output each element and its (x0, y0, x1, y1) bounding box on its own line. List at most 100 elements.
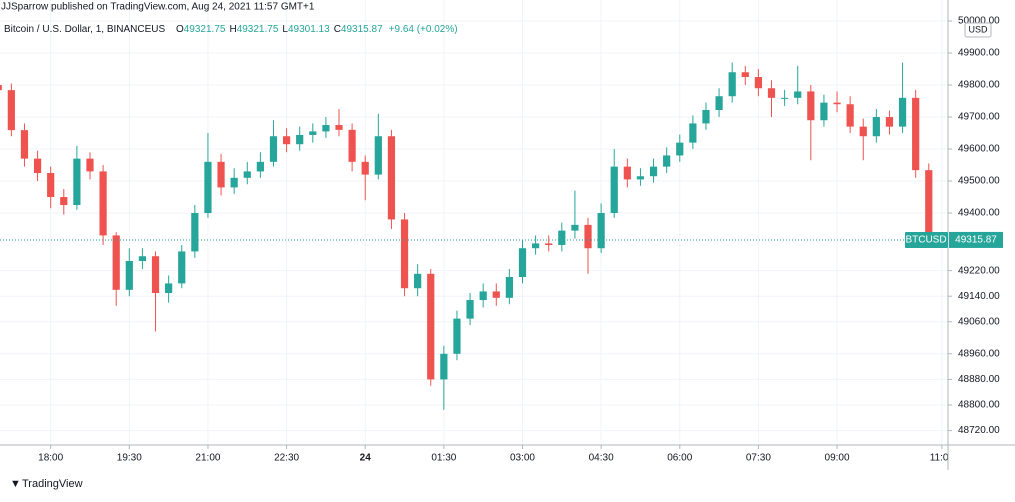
tv-logo: ▼ (10, 478, 21, 490)
candle-body (885, 117, 894, 127)
x-tick-label: 09:00 (825, 453, 850, 464)
candle-body (20, 130, 29, 159)
symbol-tag-text: BTCUSD (905, 235, 946, 246)
candle-body (663, 155, 671, 167)
candle-body (33, 158, 42, 174)
y-tick-label: 49400.00 (958, 208, 1000, 219)
candle-body (636, 176, 645, 180)
legend-change: +9.64 (+0.02%) (389, 24, 458, 35)
plot-area: 18:00 19:30 21:00 22:30 24 01:30 03:00 04:30 06:… (0, 0, 954, 464)
candle-body (7, 90, 15, 131)
candle-body (204, 161, 212, 214)
y-tick-label: 49500.00 (958, 176, 1000, 187)
legend-value: 49301.13 (288, 24, 330, 35)
legend-value: 49321.75 (237, 24, 279, 35)
candle-body (165, 283, 173, 294)
y-tick-label: 49140.00 (958, 291, 1000, 302)
candle-body (348, 129, 356, 162)
candle-body (60, 197, 68, 206)
candle-body (492, 291, 500, 298)
candle-body (99, 171, 107, 236)
y-tick-label: 48960.00 (958, 348, 1000, 359)
candle-body (846, 104, 854, 127)
candle-body (584, 224, 592, 249)
candle-body (387, 136, 396, 220)
symbol-tag (905, 231, 948, 248)
candle-body (518, 248, 527, 278)
y-tick-label: 49700.00 (958, 112, 1000, 123)
legend-key: L (282, 24, 288, 35)
candle-body (86, 158, 94, 172)
candle-body (676, 142, 684, 156)
candle-body (479, 291, 487, 301)
currency-label: USD (968, 24, 988, 34)
currency-badge (964, 22, 992, 38)
candle-body (269, 136, 278, 162)
candle-body (623, 166, 631, 180)
candle-body (571, 224, 579, 231)
y-tick-label: 49060.00 (958, 316, 1000, 327)
y-tick-label: 49900.00 (958, 48, 1000, 59)
y-tick-label: 48720.00 (958, 425, 1000, 436)
x-tick-label: 19:30 (117, 453, 142, 464)
x-tick-label: 21:00 (195, 453, 220, 464)
candle-body (73, 158, 81, 206)
x-tick-label: 22:30 (274, 453, 299, 464)
candle-body (322, 125, 330, 132)
candle-body (243, 171, 251, 178)
x-tick-label: 06:00 (667, 453, 692, 464)
candle-body (400, 219, 409, 289)
candle-body (702, 109, 710, 124)
candle-body (414, 273, 422, 289)
legend-line: Bitcoin / U.S. Dollar, 1, BINANCEUS O 493… (4, 24, 458, 35)
candle-body (178, 251, 186, 284)
x-tick-label: 18:00 (38, 453, 63, 464)
publisher-line: JJSparrow published on TradingView.com, … (1, 2, 315, 13)
candle-body (230, 177, 238, 188)
candle-body (361, 161, 369, 175)
candle-body (191, 213, 199, 252)
candle-body (833, 102, 841, 105)
candle-body (872, 117, 880, 137)
candle-body (505, 277, 513, 298)
y-tick-label: 49600.00 (958, 144, 1000, 155)
candle-body (794, 91, 802, 98)
axes: 50000.00 49900.00 49800.00 49700.00 49600.00… (905, 16, 1003, 436)
candle-body (466, 300, 474, 319)
x-tick-label: 03:00 (510, 453, 535, 464)
x-tick-label: 24 (360, 453, 372, 464)
candle-body (754, 77, 763, 89)
candle-body (898, 97, 907, 127)
candle-body (47, 173, 55, 198)
candle-body (741, 72, 749, 78)
candle-body (112, 235, 120, 290)
candle-body (767, 88, 776, 98)
candle-body (256, 161, 264, 172)
x-tick-label: 01:30 (431, 453, 456, 464)
y-tick-label: 48880.00 (958, 374, 1000, 385)
footer-brand: TradingView (22, 478, 83, 490)
y-tick-label: 49220.00 (958, 265, 1000, 276)
legend-key: O (176, 24, 184, 35)
candle-body (335, 125, 343, 130)
candle-body (453, 318, 461, 354)
symbol-name: Bitcoin / U.S. Dollar, 1, BINANCEUS (4, 24, 165, 35)
y-tick-label: 49800.00 (958, 80, 1000, 91)
legend-value: 49315.87 (341, 24, 383, 35)
candle-body (925, 170, 933, 240)
candle-body (689, 123, 697, 143)
candle-body (820, 102, 828, 121)
candle-body (427, 273, 435, 380)
y-tick-label: 50000.00 (958, 16, 1000, 27)
candle-body (558, 230, 566, 246)
candle-body (597, 213, 605, 249)
candle-body (374, 136, 382, 175)
x-tick-label: 07:30 (746, 453, 771, 464)
candle-body (610, 166, 618, 214)
candle-body (0, 85, 2, 91)
candle-body (807, 91, 815, 121)
candle-body (912, 97, 920, 171)
x-tick-label: 11:00 (930, 453, 955, 464)
